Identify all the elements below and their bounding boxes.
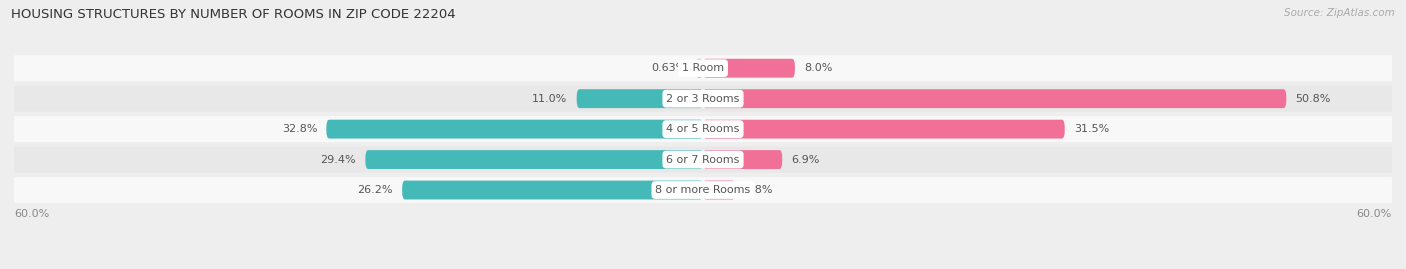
FancyBboxPatch shape [703, 180, 735, 200]
Text: 8 or more Rooms: 8 or more Rooms [655, 185, 751, 195]
FancyBboxPatch shape [703, 59, 794, 78]
FancyBboxPatch shape [366, 150, 703, 169]
Text: 11.0%: 11.0% [533, 94, 568, 104]
Text: 50.8%: 50.8% [1295, 94, 1331, 104]
Text: 6 or 7 Rooms: 6 or 7 Rooms [666, 155, 740, 165]
FancyBboxPatch shape [14, 177, 1392, 203]
Text: 26.2%: 26.2% [357, 185, 392, 195]
FancyBboxPatch shape [14, 147, 1392, 172]
FancyBboxPatch shape [402, 180, 703, 200]
Text: 32.8%: 32.8% [281, 124, 318, 134]
Text: Source: ZipAtlas.com: Source: ZipAtlas.com [1284, 8, 1395, 18]
FancyBboxPatch shape [326, 120, 703, 139]
FancyBboxPatch shape [14, 86, 1392, 112]
Text: 6.9%: 6.9% [792, 155, 820, 165]
FancyBboxPatch shape [576, 89, 703, 108]
Text: 29.4%: 29.4% [321, 155, 356, 165]
FancyBboxPatch shape [14, 116, 1392, 142]
Text: 2.8%: 2.8% [744, 185, 773, 195]
Text: 8.0%: 8.0% [804, 63, 832, 73]
FancyBboxPatch shape [703, 89, 1286, 108]
Text: 4 or 5 Rooms: 4 or 5 Rooms [666, 124, 740, 134]
Text: HOUSING STRUCTURES BY NUMBER OF ROOMS IN ZIP CODE 22204: HOUSING STRUCTURES BY NUMBER OF ROOMS IN… [11, 8, 456, 21]
FancyBboxPatch shape [14, 55, 1392, 81]
FancyBboxPatch shape [696, 59, 703, 78]
FancyBboxPatch shape [703, 120, 1064, 139]
Text: 60.0%: 60.0% [1357, 209, 1392, 219]
Text: 1 Room: 1 Room [682, 63, 724, 73]
Text: 60.0%: 60.0% [14, 209, 49, 219]
Text: 31.5%: 31.5% [1074, 124, 1109, 134]
Text: 2 or 3 Rooms: 2 or 3 Rooms [666, 94, 740, 104]
Text: 0.63%: 0.63% [651, 63, 686, 73]
FancyBboxPatch shape [703, 150, 782, 169]
